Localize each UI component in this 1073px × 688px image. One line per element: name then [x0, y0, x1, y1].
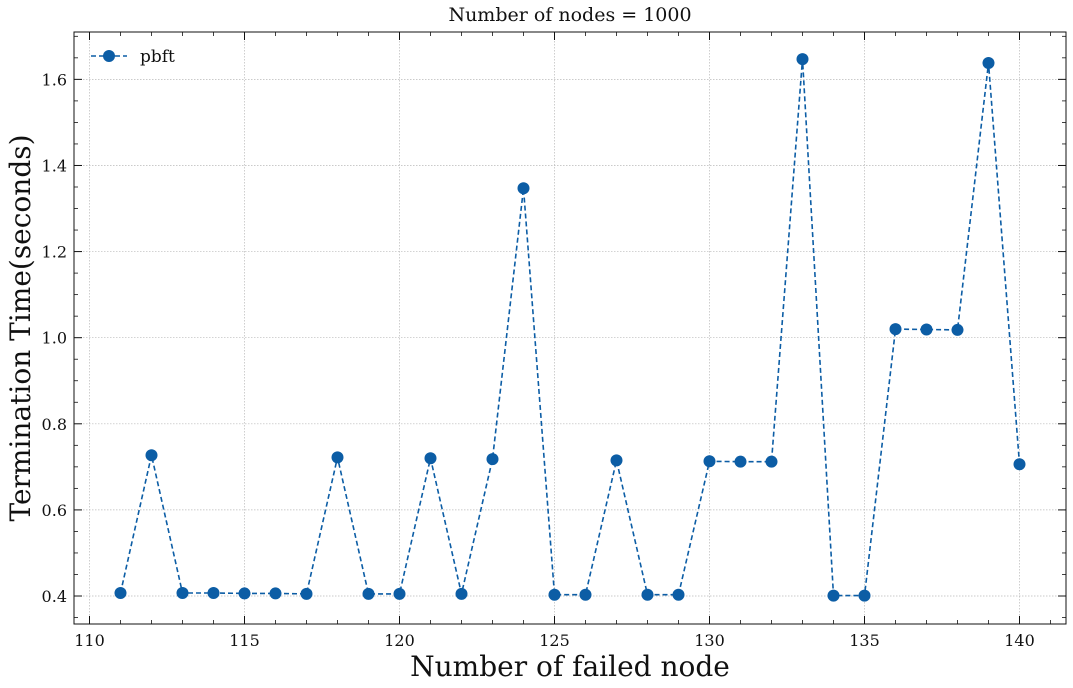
x-tick-label: 125	[539, 631, 570, 650]
data-point	[703, 455, 716, 468]
data-point	[982, 56, 995, 69]
data-point	[548, 588, 561, 601]
data-point	[1013, 458, 1026, 471]
data-point	[517, 182, 530, 195]
data-point	[393, 587, 406, 600]
data-point	[207, 587, 220, 600]
data-point	[796, 53, 809, 66]
data-point	[300, 587, 313, 600]
x-tick-label: 140	[1004, 631, 1035, 650]
data-point	[455, 587, 468, 600]
data-point	[362, 587, 375, 600]
legend-label-pbft: pbft	[140, 47, 175, 67]
legend: pbft	[91, 47, 175, 67]
data-point	[734, 455, 747, 468]
x-tick-labels: 110 115 120 125 130 135 140	[74, 631, 1035, 650]
x-tick-label: 115	[229, 631, 260, 650]
y-tick-label: 0.8	[42, 415, 67, 434]
data-point	[858, 589, 871, 602]
data-point	[579, 588, 592, 601]
x-axis-title: Number of failed node	[410, 650, 730, 683]
legend-marker	[103, 50, 115, 62]
minor-ticks	[74, 32, 1066, 624]
plot-frame	[73, 31, 1067, 625]
data-point	[269, 587, 282, 600]
y-tick-labels: 0.4 0.6 0.8 1.0 1.2 1.4 1.6	[42, 70, 67, 606]
data-point	[145, 449, 158, 462]
data-point	[424, 452, 437, 465]
data-point	[641, 588, 654, 601]
y-tick-label: 1.4	[42, 156, 67, 175]
data-point	[920, 323, 933, 336]
y-tick-label: 0.6	[42, 501, 67, 520]
y-tick-label: 1.0	[42, 329, 67, 348]
data-point	[889, 323, 902, 336]
data-point	[827, 589, 840, 602]
x-tick-label: 110	[74, 631, 105, 650]
x-tick-label: 135	[849, 631, 880, 650]
major-ticks	[74, 32, 1066, 624]
series-layer	[114, 53, 1026, 602]
y-tick-label: 1.6	[42, 70, 67, 89]
data-point	[951, 323, 964, 336]
data-point	[486, 453, 499, 466]
grid-lines	[74, 32, 1066, 624]
data-point	[765, 455, 778, 468]
data-point	[331, 451, 344, 464]
y-tick-label: 1.2	[42, 243, 67, 262]
data-point	[114, 587, 127, 600]
x-tick-label: 130	[694, 631, 725, 650]
data-point	[238, 587, 251, 600]
y-tick-label: 0.4	[42, 587, 67, 606]
chart-title: Number of nodes = 1000	[448, 4, 691, 26]
y-axis-title: Termination Time(seconds)	[4, 134, 37, 521]
data-point	[672, 588, 685, 601]
x-tick-label: 120	[384, 631, 415, 650]
data-point	[610, 454, 623, 467]
data-point	[176, 587, 189, 600]
